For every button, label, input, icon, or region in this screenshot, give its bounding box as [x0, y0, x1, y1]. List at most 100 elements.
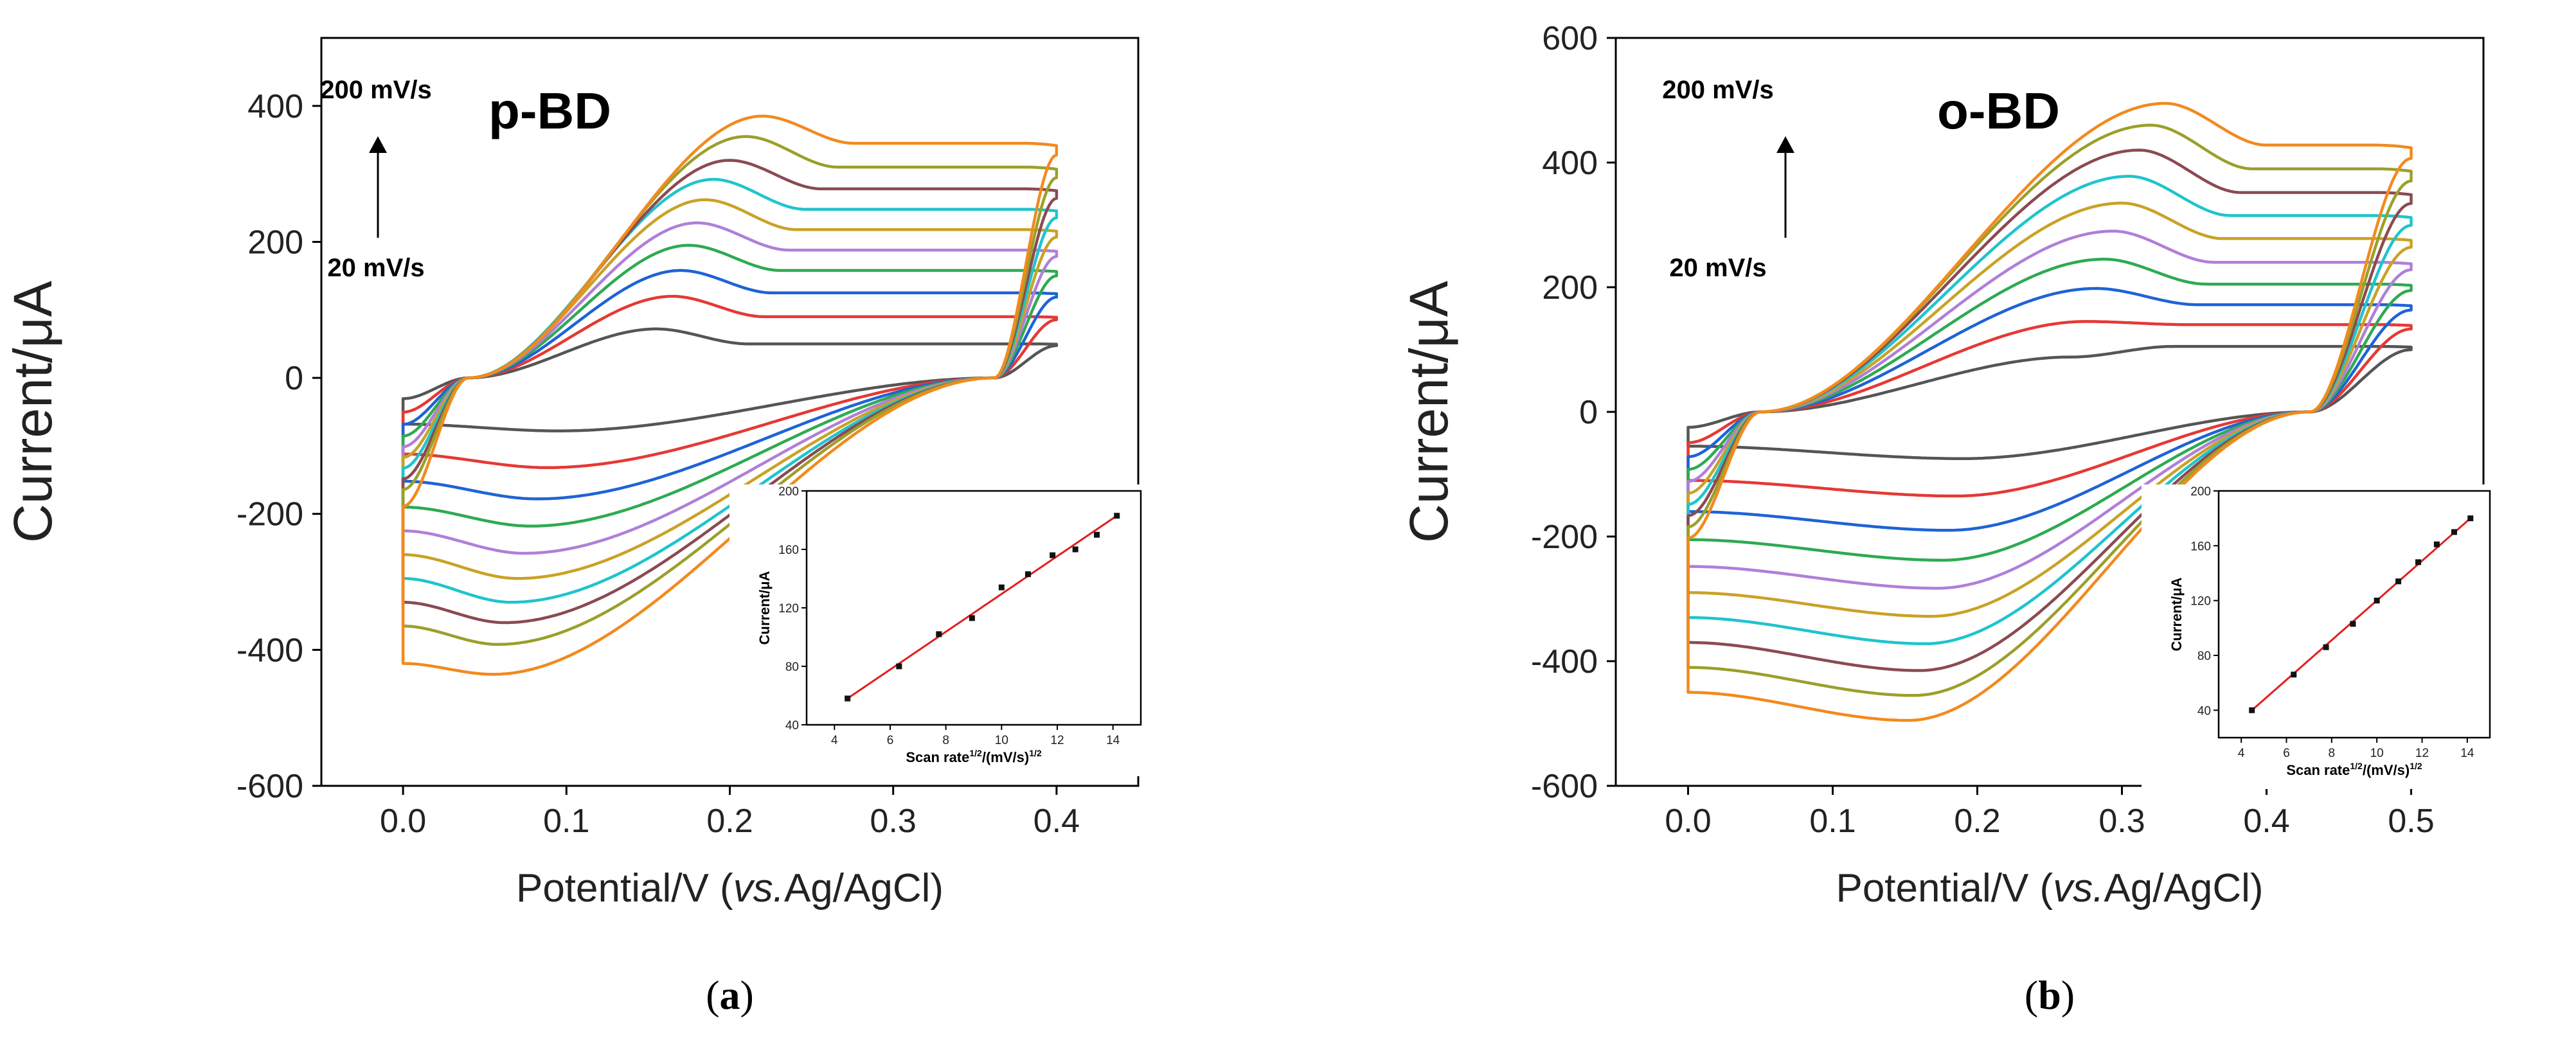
inset-x-tick-label: 6: [887, 734, 894, 747]
inset-x-tick-label: 4: [2238, 747, 2245, 760]
cv-curve-100-mV-s: [401, 221, 1059, 555]
inset-plot: 4 6 8 10 12 14 40 80 120 160 200 Current/μA Scan rat…: [729, 484, 1147, 776]
panel-b: 0.0 0.1 0.2 0.3 0.4 0.5 -600 -400 -200 0 200 400 600…: [1399, 20, 2496, 1018]
inset-data-point: [2433, 541, 2440, 547]
inset-data-point: [2249, 707, 2255, 713]
inset-x-tick-label: 14: [1106, 734, 1120, 747]
cv-curve-200-mV-s: [1686, 102, 2413, 722]
x-tick-label: 0.0: [380, 803, 426, 840]
panel-letter: b: [2038, 972, 2061, 1018]
inset-x-axis-label: Scan rate1/2/(mV/s)1/2: [2286, 761, 2422, 778]
annotation-top: 200 mV/s: [1662, 76, 1773, 104]
inset-y-tick-label: 40: [785, 719, 799, 733]
inset-data-point: [1050, 552, 1056, 558]
inset-y-tick-label: 120: [778, 602, 799, 616]
x-axis-label: Potential/V (vs.Ag/AgCl): [516, 866, 944, 910]
y-tick-label: -200: [237, 496, 303, 533]
cv-curve-120-mV-s: [1686, 201, 2413, 618]
inset-data-point: [1072, 546, 1078, 553]
cv-curve-60-mV-s: [401, 269, 1059, 501]
cv-curve-40-mV-s: [401, 294, 1059, 470]
inset-data-point: [936, 631, 942, 637]
cv-curve-120-mV-s: [401, 198, 1059, 580]
x-axis-label-italic: vs.: [2053, 866, 2104, 910]
cv-curves: [401, 114, 1059, 676]
inset-data-point: [969, 615, 975, 621]
x-tick-label: 0.1: [1809, 803, 1856, 840]
y-tick-label: 400: [247, 88, 303, 125]
inset-y-tick-label: 200: [778, 485, 799, 499]
y-tick-label: -200: [1531, 519, 1598, 556]
panel-letter: a: [720, 972, 740, 1018]
inset-x-tick-label: 4: [831, 734, 838, 747]
inset-data-point: [2467, 515, 2474, 522]
inset-data-point: [2415, 559, 2422, 565]
inset-data-point: [2291, 671, 2297, 678]
x-tick-label: 0.3: [2098, 803, 2145, 840]
inset-background: [2142, 484, 2496, 789]
cv-curve-20-mV-s: [401, 327, 1059, 432]
inset-data-point: [1114, 513, 1120, 519]
inset-y-axis-label: Current/μA: [756, 571, 773, 644]
y-tick-label: 200: [1542, 269, 1598, 306]
inset-data-point: [1094, 531, 1100, 538]
inset-y-tick-label: 200: [2190, 485, 2211, 499]
inset-x-tick-label: 14: [2460, 747, 2474, 760]
panel-title: p-BD: [488, 82, 611, 139]
cv-curve-80-mV-s: [1686, 258, 2413, 562]
y-tick-label: -600: [1531, 768, 1598, 805]
inset-data-point: [2323, 644, 2329, 650]
cv-curve-80-mV-s: [401, 244, 1059, 528]
inset-y-tick-label: 160: [778, 544, 799, 557]
y-axis-label: Current/μA: [1399, 281, 1459, 543]
inset-data-point: [2350, 621, 2356, 627]
inset-y-tick-label: 80: [2197, 650, 2211, 663]
x-tick-label: 0.5: [2388, 803, 2434, 840]
inset-frame: [2217, 490, 2491, 739]
inset-x-tick-label: 12: [1050, 734, 1064, 747]
inset-data-point: [2374, 598, 2380, 604]
x-tick-label: 0.3: [870, 803, 917, 840]
panel-label: (a): [706, 972, 754, 1018]
y-tick-label: 400: [1542, 145, 1598, 182]
inset-x-tick-label: 12: [2415, 747, 2429, 760]
inset-x-tick-label: 8: [942, 734, 949, 747]
inset-x-tick-label: 8: [2329, 747, 2336, 760]
x-tick-label: 0.4: [2243, 803, 2289, 840]
y-axis-label: Current/μA: [3, 281, 63, 543]
x-axis-label-pre: Potential/V (: [516, 866, 733, 910]
inset-y-tick-label: 80: [785, 661, 799, 674]
cv-curve-20-mV-s: [1686, 344, 2413, 460]
inset-x-tick-label: 10: [2370, 747, 2384, 760]
y-tick-label: 0: [285, 360, 303, 397]
x-axis-label-post: Ag/AgCl): [784, 866, 944, 910]
x-axis-label-post: Ag/AgCl): [2104, 866, 2263, 910]
cv-curve-40-mV-s: [1686, 320, 2413, 498]
cv-curve-60-mV-s: [1686, 287, 2413, 532]
cv-curves: [1686, 102, 2413, 722]
inset-data-point: [998, 584, 1005, 591]
cv-curve-200-mV-s: [401, 114, 1059, 676]
inset-x-tick-label: 10: [995, 734, 1008, 747]
inset-data-point: [2395, 578, 2402, 585]
y-tick-label: 200: [247, 224, 303, 261]
x-tick-label: 0.1: [543, 803, 589, 840]
inset-x-tick-label: 6: [2283, 747, 2290, 760]
x-tick-label: 0.2: [706, 803, 753, 840]
inset-data-point: [2451, 529, 2457, 535]
inset-y-tick-label: 40: [2197, 704, 2211, 718]
y-tick-label: -600: [237, 768, 303, 805]
inset-data-point: [845, 695, 851, 702]
cv-curve-100-mV-s: [1686, 229, 2413, 590]
x-tick-label: 0.0: [1665, 803, 1711, 840]
inset-plot: 4 6 8 10 12 14 40 80 120 160 200 Current/μA Scan rat…: [2142, 484, 2496, 789]
cv-curve-140-mV-s: [1686, 175, 2413, 646]
x-axis-label-italic: vs.: [733, 866, 784, 910]
annotation-bottom: 20 mV/s: [1669, 254, 1766, 282]
inset-y-axis-label: Current/μA: [2169, 577, 2185, 651]
panel-label: (b): [2025, 972, 2075, 1018]
x-axis-label: Potential/V (vs.Ag/AgCl): [1836, 866, 2263, 910]
cv-curve-160-mV-s: [1686, 148, 2413, 672]
annotation-bottom: 20 mV/s: [327, 254, 424, 282]
